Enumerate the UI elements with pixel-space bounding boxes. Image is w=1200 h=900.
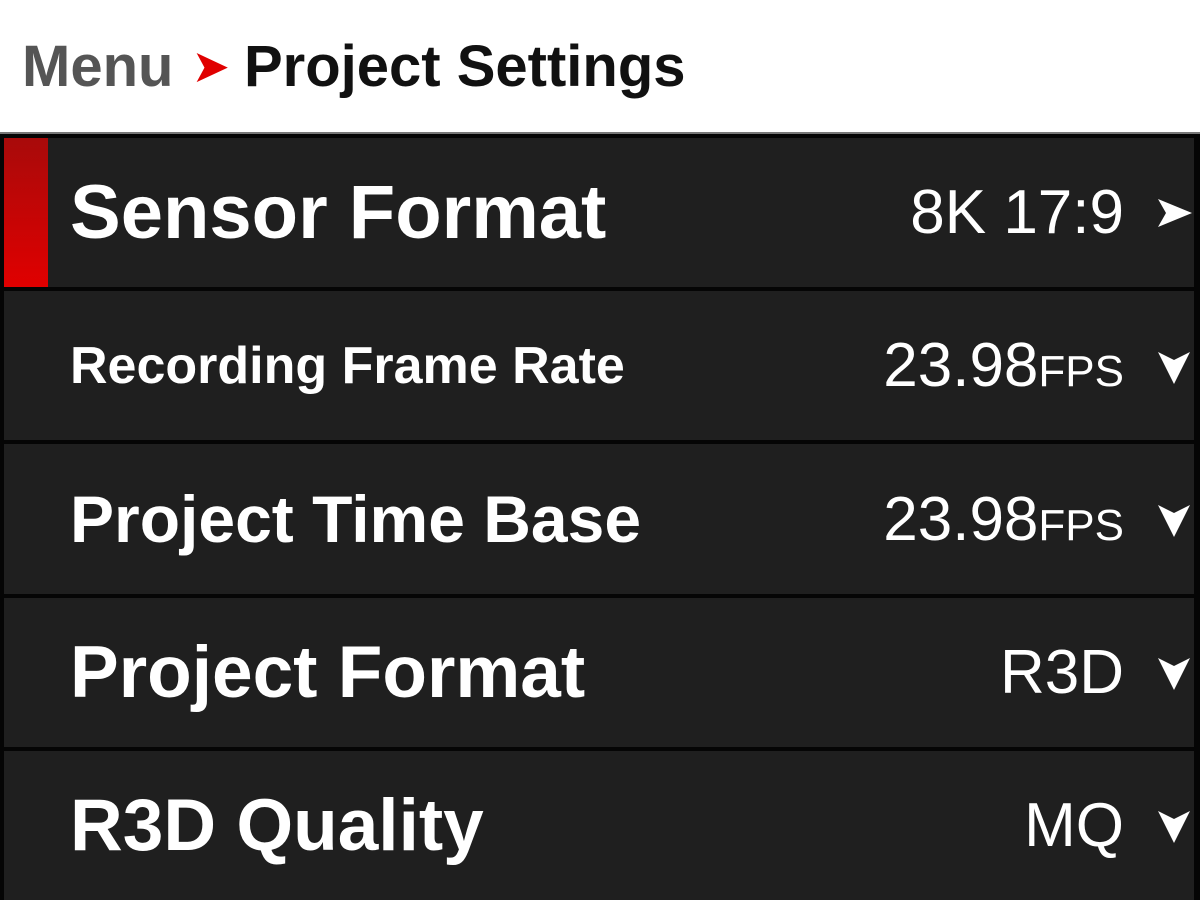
setting-value: 23.98 FPS (883, 484, 1124, 555)
selection-indicator (4, 138, 48, 288)
chevron-down-icon[interactable] (1154, 346, 1194, 386)
setting-label: Sensor Format (70, 170, 607, 256)
setting-value: MQ (1024, 790, 1124, 861)
breadcrumb-menu-link[interactable]: Menu (22, 33, 174, 99)
chevron-down-icon[interactable] (1154, 805, 1194, 845)
chevron-right-icon (1154, 193, 1194, 233)
breadcrumb-separator-icon: ➤ (191, 40, 230, 92)
chevron-down-icon[interactable] (1154, 499, 1194, 539)
setting-label: Recording Frame Rate (70, 336, 625, 395)
value-text: 23.98 (883, 484, 1039, 554)
page-title: Project Settings (243, 33, 686, 99)
setting-value: 23.98 FPS (883, 330, 1124, 401)
setting-row-recording-frame-rate[interactable]: Recording Frame Rate 23.98 FPS (4, 291, 1194, 441)
value-unit: FPS (1038, 347, 1124, 397)
setting-label: Project Time Base (70, 482, 642, 556)
setting-value: R3D (1000, 637, 1124, 708)
setting-row-r3d-quality[interactable]: R3D Quality MQ (4, 750, 1194, 900)
value-text: 23.98 (883, 331, 1039, 401)
settings-list: Sensor Format 8K 17:9 Recording Frame Ra… (0, 134, 1200, 900)
setting-label: Project Format (70, 631, 586, 713)
setting-row-sensor-format[interactable]: Sensor Format 8K 17:9 (4, 138, 1194, 288)
value-text: R3D (999, 637, 1124, 707)
value-text: 8K 17:9 (910, 178, 1124, 248)
setting-row-project-time-base[interactable]: Project Time Base 23.98 FPS (4, 444, 1194, 594)
breadcrumb: Menu ➤ Project Settings (0, 0, 1200, 134)
chevron-down-icon[interactable] (1154, 652, 1194, 692)
value-unit: FPS (1038, 500, 1124, 550)
setting-value: 8K 17:9 (910, 177, 1124, 248)
setting-row-project-format[interactable]: Project Format R3D (4, 597, 1194, 747)
value-text: MQ (1024, 790, 1124, 860)
setting-label: R3D Quality (70, 784, 484, 866)
